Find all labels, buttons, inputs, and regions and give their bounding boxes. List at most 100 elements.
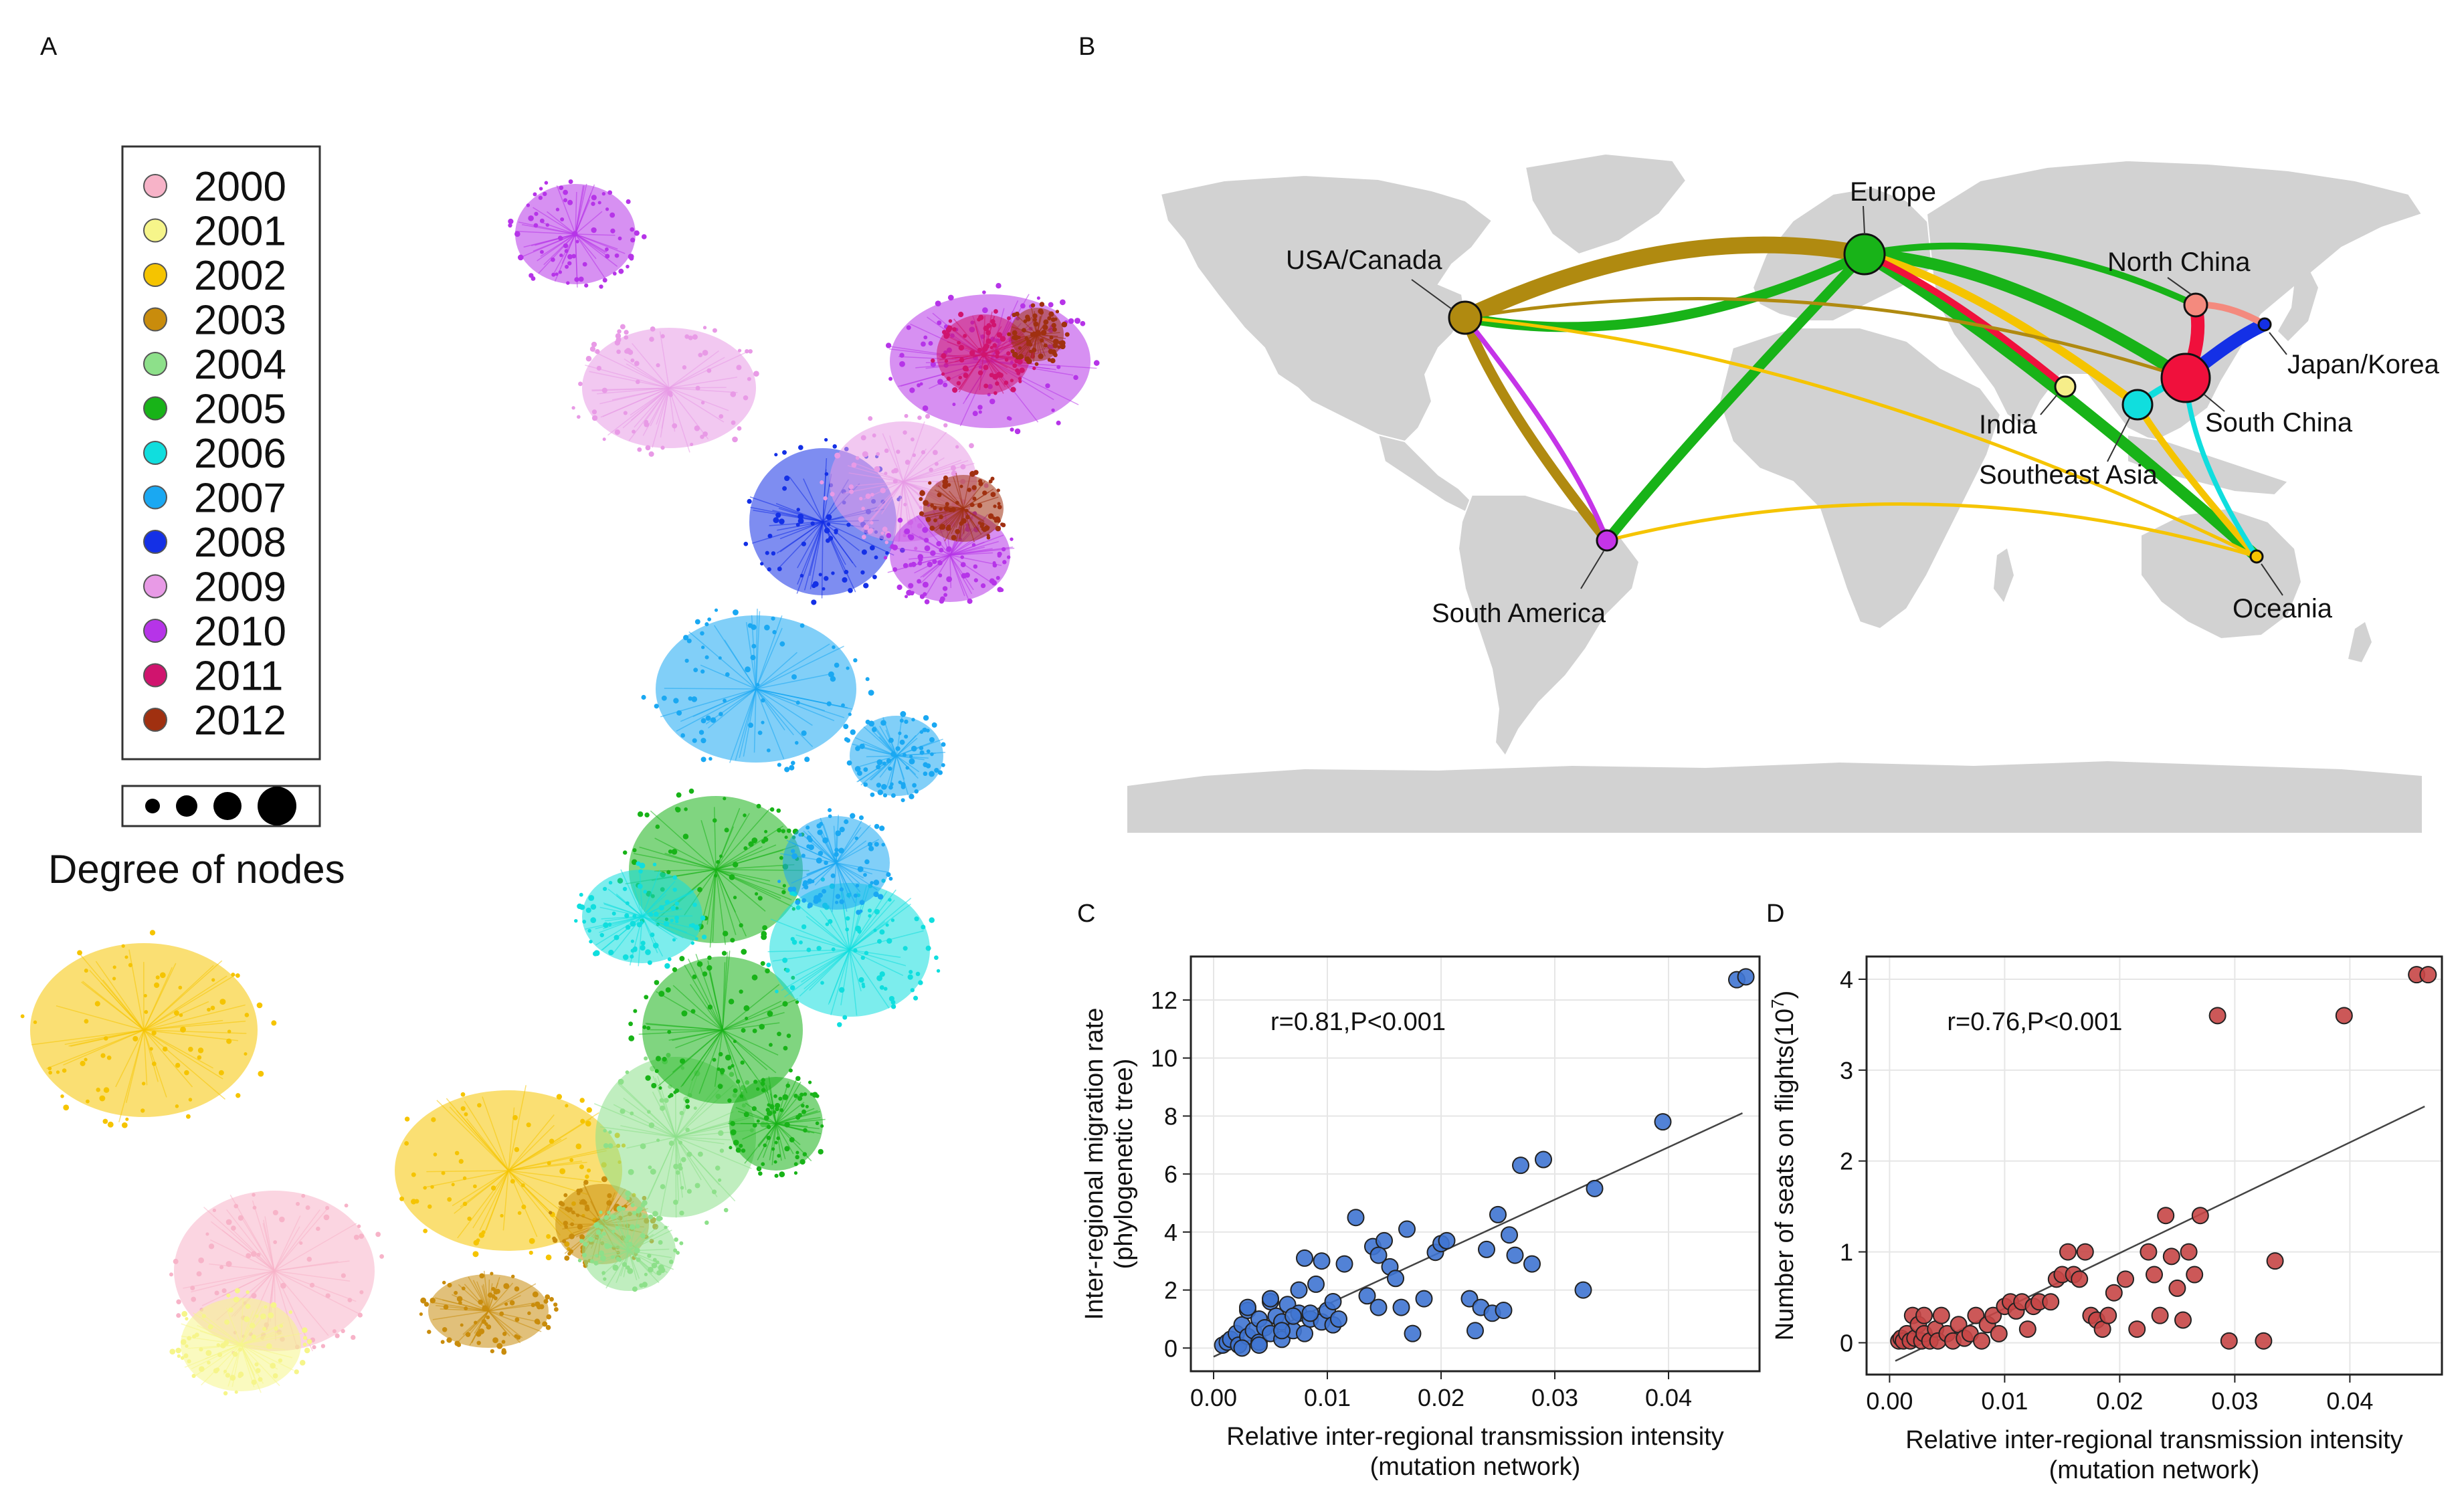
cluster-node	[704, 1220, 709, 1225]
cluster-edge	[654, 869, 717, 872]
cluster-node	[853, 893, 858, 898]
cluster-node	[698, 353, 703, 358]
cluster-node	[636, 1224, 640, 1229]
cluster-node	[630, 1203, 635, 1207]
cluster-node	[251, 1334, 256, 1340]
cluster-node	[868, 845, 874, 851]
cluster-node	[784, 767, 790, 773]
cluster-node	[995, 525, 1002, 532]
cluster-node	[860, 435, 866, 441]
cluster-node	[924, 545, 931, 552]
cluster-node	[932, 559, 937, 565]
data-point	[1347, 1209, 1365, 1227]
cluster-node	[1061, 321, 1068, 328]
cluster-node	[580, 1199, 586, 1205]
cluster-node	[447, 1197, 452, 1202]
y-tick-label: 12	[1151, 987, 1177, 1014]
cluster-edge	[535, 233, 576, 246]
cluster-node	[820, 480, 824, 485]
cluster-node	[824, 860, 828, 866]
cluster-node	[903, 946, 908, 951]
plot-area	[1867, 957, 2442, 1375]
cluster-edge	[630, 387, 670, 416]
cluster-edge	[691, 1029, 723, 1081]
cluster-node	[503, 1283, 510, 1290]
cluster-node	[761, 934, 767, 940]
legend-swatch-2010	[143, 619, 167, 643]
panel-letter-d: D	[1766, 900, 1784, 928]
cluster-node	[876, 938, 882, 944]
cluster-node	[608, 1130, 612, 1134]
cluster-edge	[240, 1344, 294, 1371]
cluster-edge	[775, 1123, 801, 1145]
cluster-node	[793, 1162, 798, 1167]
cluster-edge	[715, 845, 797, 870]
cluster-edge	[948, 490, 964, 509]
cluster-node	[509, 1300, 515, 1306]
cluster-node	[692, 902, 697, 907]
cluster-node	[1034, 362, 1039, 367]
cluster-edge	[143, 1019, 223, 1031]
cluster-node	[268, 1312, 274, 1318]
cluster-node	[233, 1296, 240, 1303]
cluster-node	[737, 426, 742, 431]
cluster-node	[586, 1107, 592, 1113]
cluster-node	[607, 190, 613, 195]
cluster-node	[620, 324, 626, 330]
cluster-node	[838, 987, 845, 993]
cluster-node	[941, 742, 946, 747]
cluster-edge	[616, 895, 643, 917]
cluster-node	[578, 1188, 583, 1193]
y-tick-label: 4	[1164, 1219, 1177, 1246]
cluster-node	[860, 570, 865, 575]
cluster-node	[569, 1233, 575, 1239]
cluster-edge	[626, 363, 670, 389]
cluster-node	[673, 1090, 677, 1094]
cluster-edge	[642, 916, 684, 938]
cluster-node	[630, 955, 634, 959]
cluster-edge	[925, 555, 951, 597]
cluster-node	[636, 1207, 642, 1213]
cluster-node	[531, 276, 536, 281]
data-point	[1262, 1290, 1279, 1308]
cluster-node	[608, 880, 613, 885]
cluster-edge	[722, 984, 780, 1031]
link-usa-canada-to-oceania	[1463, 316, 2259, 559]
cluster-node	[474, 1320, 478, 1324]
cluster-edge	[775, 1078, 797, 1124]
cluster-node	[542, 1321, 548, 1327]
cluster-edge	[607, 387, 670, 436]
cluster-node	[801, 898, 807, 903]
cluster-edge	[849, 899, 895, 950]
cluster-node	[676, 792, 682, 798]
data-point	[1574, 1281, 1592, 1299]
cluster-edge	[722, 1029, 768, 1070]
cluster-node	[84, 1058, 88, 1062]
network-cluster-2011	[931, 309, 1036, 395]
network-cluster-2003	[419, 1270, 559, 1355]
cluster-node	[672, 967, 678, 973]
cluster-node	[486, 1315, 490, 1320]
cluster-node	[296, 1201, 300, 1206]
cluster-node	[481, 1319, 486, 1324]
scatter-chart-c: 0.00 0.01 0.02 0.03 0.04024681012r=0.81,P<0.…	[1080, 955, 1761, 1481]
cluster-edge	[668, 387, 738, 393]
cluster-node	[184, 1070, 189, 1076]
cluster-edge	[755, 688, 848, 708]
link-usa-canada-to-europe	[1456, 236, 1873, 326]
cluster-node	[589, 939, 593, 944]
cluster-edge	[836, 840, 867, 864]
cluster-node	[982, 290, 986, 294]
cluster-node	[874, 555, 878, 560]
x-tick-label: 0.03	[1531, 1384, 1578, 1411]
cluster-node	[188, 1098, 193, 1102]
cluster-edge	[684, 965, 723, 1031]
cluster-node	[629, 1224, 636, 1230]
cluster-node	[646, 1025, 651, 1030]
cluster-node	[104, 1036, 108, 1041]
cluster-node	[458, 1159, 464, 1164]
legend-year-2005: 2005	[194, 387, 286, 433]
cluster-node	[839, 887, 844, 892]
cluster-node	[791, 674, 797, 680]
cluster-node	[205, 1232, 209, 1236]
